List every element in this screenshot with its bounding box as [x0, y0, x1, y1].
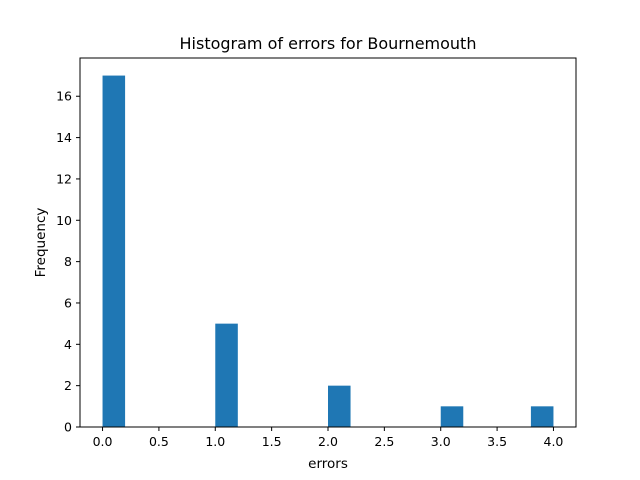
x-tick-label: 1.5	[262, 434, 282, 449]
y-tick-label: 4	[64, 337, 72, 352]
x-tick-label: 4.0	[544, 434, 564, 449]
bars-group	[102, 75, 554, 428]
x-tick-label: 0.5	[149, 434, 169, 449]
y-tick-label: 6	[64, 295, 72, 310]
y-tick-label: 0	[64, 420, 72, 435]
x-tick-label: 2.0	[318, 434, 338, 449]
x-tick-label: 3.5	[487, 434, 507, 449]
histogram-bar-1	[215, 323, 238, 427]
x-tick-label: 1.0	[205, 434, 225, 449]
y-tick-label: 12	[56, 171, 72, 186]
x-axis-ticks: 0.0 0.5 1.0 1.5 2.0 2.5 3.0 3.5 4.0	[93, 427, 564, 449]
chart-title: Histogram of errors for Bournemouth	[180, 34, 477, 53]
y-tick-label: 16	[56, 89, 72, 104]
histogram-bar-3	[440, 406, 464, 427]
x-tick-label: 0.0	[93, 434, 113, 449]
x-tick-label: 3.0	[431, 434, 451, 449]
y-axis-ticks: 0 2 4 6 8 10 12 14 16	[56, 89, 80, 435]
y-axis-label: Frequency	[33, 208, 49, 278]
histogram-bar-4	[530, 406, 554, 427]
histogram-bar-0	[102, 75, 126, 428]
y-tick-label: 10	[56, 213, 72, 228]
histogram-bar-2	[328, 385, 351, 427]
x-tick-label: 2.5	[374, 434, 394, 449]
y-tick-label: 14	[56, 130, 72, 145]
x-axis-label: errors	[308, 456, 348, 472]
y-tick-label: 2	[64, 378, 72, 393]
y-tick-label: 8	[64, 254, 72, 269]
